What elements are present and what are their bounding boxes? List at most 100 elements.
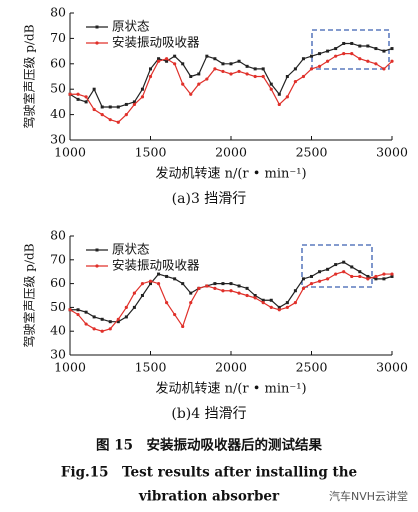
marker [76, 97, 80, 101]
marker [76, 312, 80, 317]
marker [100, 329, 104, 333]
marker [253, 294, 257, 297]
marker [334, 54, 338, 58]
marker [350, 41, 354, 45]
marker [317, 64, 322, 68]
y-tick-label: 70 [50, 251, 66, 266]
marker [342, 260, 346, 264]
marker [189, 301, 193, 305]
marker [132, 291, 136, 295]
figure-caption-en: Fig.15 Test results after installing the [61, 465, 357, 481]
marker [181, 282, 185, 286]
marker [342, 52, 346, 56]
y-tick-label: 40 [50, 106, 66, 121]
x-tick-label: 1000 [54, 145, 86, 160]
marker [165, 59, 169, 63]
legend-marker [95, 248, 99, 252]
marker [277, 305, 281, 309]
marker [285, 95, 289, 99]
y-tick-label: 80 [50, 228, 66, 243]
marker [358, 270, 362, 274]
marker [221, 282, 225, 286]
y-tick-label: 30 [50, 347, 66, 362]
marker [132, 305, 136, 309]
marker [108, 320, 112, 324]
marker [165, 301, 169, 305]
marker [173, 312, 177, 317]
marker [237, 69, 241, 74]
marker [213, 282, 217, 286]
marker [116, 120, 120, 124]
marker [221, 62, 225, 66]
x-tick-label: 1000 [54, 360, 86, 375]
marker [301, 286, 306, 290]
marker [173, 62, 177, 66]
marker [140, 87, 144, 91]
marker [350, 52, 354, 56]
marker [148, 279, 153, 283]
watermark: 汽车NVH云讲堂 [329, 489, 408, 503]
marker [165, 57, 169, 61]
marker [189, 75, 193, 78]
marker [100, 317, 104, 321]
marker [285, 75, 289, 78]
marker [76, 308, 80, 312]
marker [293, 301, 297, 305]
marker [318, 52, 322, 56]
marker [390, 274, 394, 278]
marker [76, 92, 80, 96]
marker [366, 274, 370, 278]
marker [132, 100, 136, 104]
marker [205, 54, 209, 58]
marker [293, 289, 297, 293]
marker [374, 274, 378, 279]
x-tick-label: 2000 [215, 360, 247, 375]
marker [366, 59, 370, 63]
marker [277, 308, 281, 312]
marker [390, 272, 394, 276]
marker [84, 95, 88, 99]
marker [213, 57, 217, 61]
marker [358, 274, 362, 279]
y-axis-label: 驾驶室声压级 p/dB [22, 24, 37, 128]
marker [374, 47, 378, 51]
marker [100, 113, 104, 117]
marker [92, 107, 96, 112]
marker [342, 41, 346, 45]
marker [92, 327, 96, 331]
marker [334, 47, 338, 51]
marker [68, 308, 72, 312]
marker [197, 82, 201, 86]
marker [124, 315, 128, 319]
x-axis-label: 发动机转速 n/(r • min⁻¹) [155, 381, 306, 397]
marker [285, 301, 289, 305]
marker [301, 74, 306, 79]
y-axis-label: 驾驶室声压级 p/dB [22, 243, 37, 347]
marker [68, 92, 72, 96]
x-tick-label: 2000 [215, 145, 247, 160]
marker [390, 47, 394, 51]
figure-caption-en: vibration absorber [138, 489, 280, 505]
marker [148, 74, 153, 79]
marker [197, 72, 201, 76]
marker [205, 284, 209, 288]
marker [181, 82, 185, 86]
marker [132, 102, 136, 107]
marker [253, 67, 257, 71]
marker [173, 54, 177, 58]
legend-marker [95, 41, 99, 45]
marker [92, 87, 96, 91]
x-axis-label: 发动机转速 n/(r • min⁻¹) [155, 166, 306, 182]
x-tick-label: 2500 [296, 360, 328, 375]
legend-label: 安装振动吸收器 [112, 258, 200, 273]
legend-label: 原状态 [112, 19, 150, 34]
legend-label: 原状态 [112, 242, 150, 257]
y-tick-label: 40 [50, 323, 66, 338]
marker [326, 267, 330, 271]
marker [140, 95, 145, 99]
marker [237, 291, 241, 295]
marker [189, 92, 193, 96]
marker [165, 274, 169, 278]
marker [334, 272, 338, 276]
marker [317, 279, 322, 283]
